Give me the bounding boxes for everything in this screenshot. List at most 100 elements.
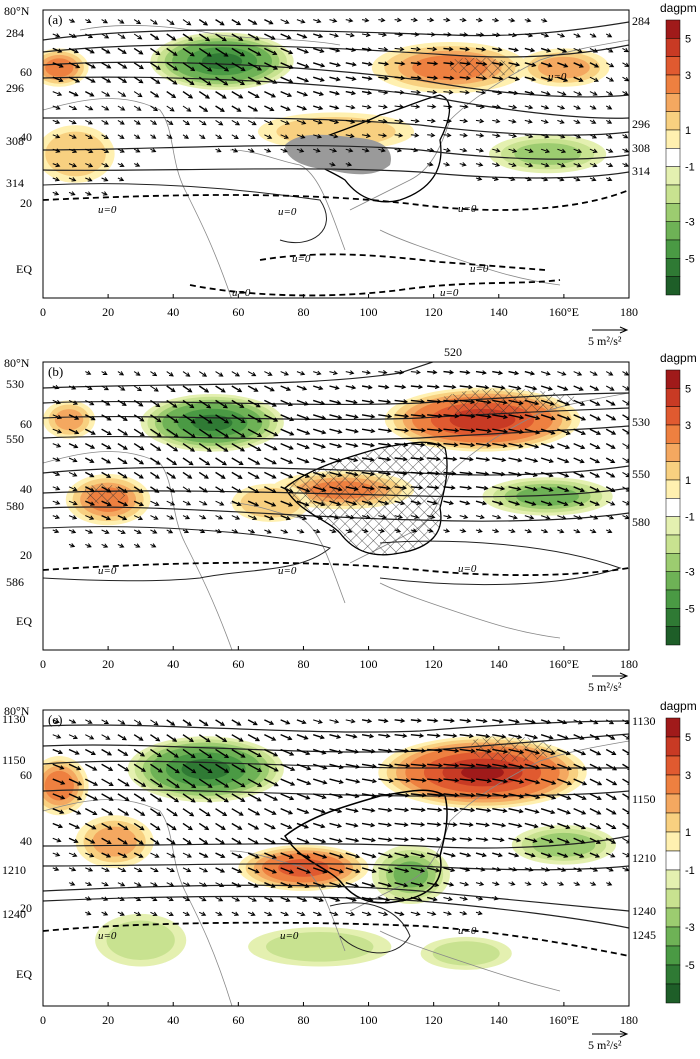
flux-vector	[133, 822, 145, 831]
flux-vector	[231, 486, 243, 493]
flux-vector	[361, 384, 373, 390]
flux-vector	[264, 837, 276, 845]
flux-vector	[524, 471, 538, 478]
flux-vector	[573, 148, 583, 154]
x-tick-label: 140	[490, 657, 508, 671]
flux-vector	[329, 528, 337, 534]
svg-text:1210: 1210	[632, 851, 656, 865]
flux-vector	[329, 867, 344, 874]
x-axis-ticks: 0 20 40 60 80 100 120 140 160°E 180	[40, 1013, 638, 1027]
x-tick-label: 0	[40, 657, 46, 671]
flux-vector	[247, 911, 256, 917]
flux-vector	[280, 882, 293, 889]
flux-vector	[117, 514, 128, 521]
flux-vector	[427, 161, 434, 167]
flux-vector	[85, 18, 92, 23]
flux-vector	[410, 61, 422, 66]
contour-labels-left: 284 296 308 314	[6, 26, 24, 190]
flux-vector	[247, 62, 263, 71]
flux-vector	[378, 881, 393, 888]
flux-vector	[85, 134, 94, 139]
flux-vector	[231, 793, 246, 802]
flux-vector	[475, 414, 492, 419]
flux-vector	[68, 866, 77, 872]
svg-text:20: 20	[20, 548, 32, 562]
flux-vector	[215, 897, 224, 902]
flux-vector	[443, 470, 457, 476]
flux-vector	[101, 500, 112, 507]
flux-vector	[573, 763, 588, 771]
flux-vector	[52, 399, 61, 405]
flux-vector	[85, 177, 93, 182]
flux-vector	[361, 457, 375, 462]
flux-vector	[68, 543, 76, 548]
flux-vector	[117, 428, 129, 436]
flux-vector	[475, 104, 485, 110]
flux-vector	[361, 133, 371, 138]
flux-vector	[443, 500, 454, 506]
flux-vector	[361, 837, 376, 843]
flux-vector	[166, 119, 174, 126]
flux-vector	[150, 543, 157, 548]
flux-vector	[492, 748, 509, 754]
flux-vector	[475, 90, 487, 95]
flux-vector	[557, 867, 567, 872]
flux-vector	[427, 428, 443, 433]
flux-vector	[312, 867, 328, 874]
flux-vector	[459, 514, 469, 520]
flux-vector	[133, 371, 141, 376]
flux-vector	[133, 486, 144, 493]
flux-vector	[264, 414, 279, 422]
flux-vector	[52, 778, 66, 785]
flux-vector	[540, 414, 556, 421]
panel-b: (b) 520 530 550 580 586 530 550 580 u=0 …	[0, 345, 700, 696]
flux-vector	[182, 414, 196, 424]
flux-vector	[280, 837, 293, 844]
flux-vector	[231, 837, 242, 845]
flux-vector	[231, 119, 241, 126]
flux-vector	[378, 90, 389, 95]
flux-vector	[280, 385, 292, 391]
flux-vector	[198, 793, 213, 803]
flux-vector	[150, 134, 157, 139]
flux-vector	[85, 881, 93, 887]
flux-vector	[198, 837, 209, 845]
flux-vector	[133, 882, 142, 887]
flux-vector	[557, 808, 571, 815]
svg-text:60: 60	[20, 65, 32, 79]
flux-vector	[68, 486, 78, 492]
flux-vector	[182, 515, 191, 520]
svg-text:20: 20	[20, 196, 32, 210]
colorbar-swatch	[665, 907, 681, 928]
svg-text:u=0: u=0	[232, 287, 251, 299]
flux-vector	[247, 18, 258, 25]
flux-vector	[85, 47, 95, 54]
flux-vector	[345, 793, 360, 799]
flux-vector	[101, 529, 110, 534]
flux-vector	[117, 162, 125, 168]
flux-vector	[378, 485, 391, 491]
svg-text:530: 530	[632, 415, 650, 429]
flux-vector	[52, 808, 65, 814]
flux-vector	[557, 442, 571, 450]
flux-vector	[215, 105, 225, 112]
flux-vector	[524, 17, 532, 23]
flux-vector	[247, 134, 256, 139]
flux-vector	[492, 807, 508, 813]
flux-vector	[133, 911, 142, 916]
flux-vector	[313, 911, 323, 917]
flux-vector	[280, 119, 290, 125]
flux-vector	[150, 385, 159, 392]
flux-vector	[133, 515, 144, 521]
flux-vector	[215, 76, 229, 86]
flux-vector	[280, 500, 294, 507]
flux-vector	[459, 61, 471, 66]
flux-vector	[264, 514, 275, 521]
flux-vector	[427, 456, 441, 462]
svg-text:EQ: EQ	[16, 967, 32, 981]
flux-vector	[492, 133, 501, 138]
flux-vector	[524, 399, 540, 406]
flux-vector	[459, 852, 472, 858]
flux-vector	[361, 370, 371, 375]
colorbar-swatch	[665, 369, 681, 389]
